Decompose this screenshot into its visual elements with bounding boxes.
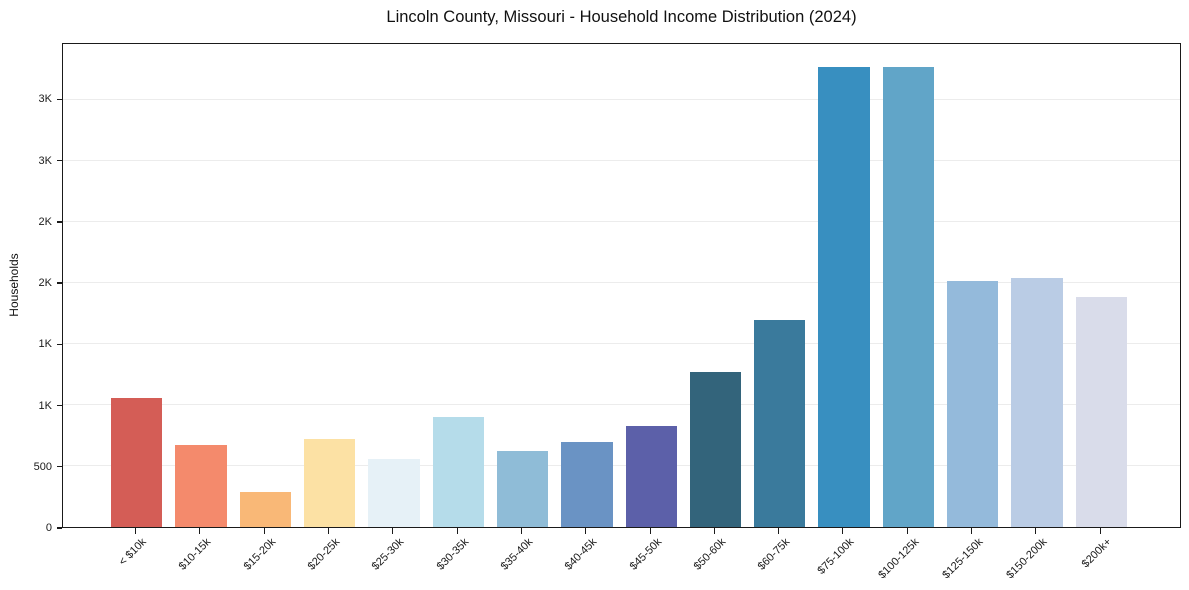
gridline [63, 465, 1180, 467]
x-tick-label: $10-15k [176, 536, 213, 573]
x-tick-label: $40-45k [562, 536, 599, 573]
x-tick-mark [327, 528, 330, 534]
x-tick-mark [520, 528, 523, 534]
x-tick-mark [584, 528, 587, 534]
bar-$45-50k [625, 425, 677, 527]
bar-$200k+ [1075, 297, 1127, 527]
x-tick-mark [134, 528, 137, 534]
y-tick-label: 500 [33, 460, 52, 473]
y-tick-label: 0 [45, 522, 52, 534]
bar-$125-150k [947, 281, 999, 527]
bar-$30-35k [432, 417, 484, 527]
bar-$20-25k [303, 438, 356, 527]
x-tick-label: $30-35k [434, 536, 471, 573]
gridline [63, 343, 1180, 345]
x-tick-label: $20-25k [305, 536, 342, 573]
x-tick-label: $100-125k [875, 536, 921, 582]
bar-$100-125k [882, 67, 935, 527]
y-tick-mark [57, 527, 62, 529]
x-tick-mark [649, 528, 652, 534]
x-tick-mark [1034, 528, 1037, 534]
x-tick-label: $150-200k [1003, 536, 1049, 582]
gridline [63, 404, 1180, 406]
plot-area [62, 43, 1181, 528]
x-tick-mark [713, 528, 716, 534]
x-tick-mark [1099, 528, 1102, 534]
gridline [63, 99, 1180, 101]
y-tick-label: 2K [38, 215, 52, 228]
y-tick-label: 3K [38, 93, 52, 106]
x-tick-mark [777, 528, 780, 534]
x-tick-label: < $10k [116, 536, 149, 569]
x-tick-mark [841, 528, 844, 534]
x-tick-mark [970, 528, 973, 534]
x-tick-mark [263, 528, 266, 534]
gridline [63, 221, 1180, 223]
y-tick-mark [57, 98, 62, 101]
gridline [63, 160, 1180, 162]
bar-$50-60k [689, 372, 742, 527]
y-tick-mark [57, 159, 62, 162]
bar-$25-30k [368, 459, 420, 527]
x-tick-label: $15-20k [241, 536, 278, 573]
bar-$75-100k [818, 67, 870, 527]
y-tick-mark [57, 466, 62, 468]
x-tick-mark [456, 528, 459, 534]
x-tick-label: $50-60k [691, 536, 728, 573]
y-tick-mark [57, 282, 62, 284]
x-tick-label: $45-50k [627, 536, 664, 573]
bar-$15-20k [239, 491, 291, 527]
y-tick-mark [57, 343, 62, 345]
y-tick-mark [57, 221, 62, 223]
x-tick-label: $200k+ [1079, 536, 1114, 571]
x-tick-label: $125-150k [939, 536, 985, 582]
bar-< $10k [111, 397, 163, 527]
y-tick-label: 1K [38, 399, 52, 412]
bar-$40-45k [561, 441, 613, 527]
bar-$60-75k [754, 319, 806, 527]
x-tick-mark [391, 528, 394, 534]
y-tick-label: 2K [38, 277, 52, 290]
x-tick-label: $60-75k [755, 536, 792, 573]
x-tick-label: $35-40k [498, 536, 535, 573]
x-tick-label: $75-100k [815, 536, 856, 577]
x-tick-mark [198, 528, 201, 534]
y-tick-label: 3K [38, 154, 52, 167]
bar-$35-40k [496, 450, 549, 527]
gridline [63, 282, 1180, 284]
bar-$150-200k [1011, 278, 1063, 527]
y-tick-label: 1K [38, 338, 52, 351]
bar-$10-15k [175, 445, 227, 527]
bars-layer [111, 44, 1127, 527]
chart-title: Lincoln County, Missouri - Household Inc… [386, 8, 857, 26]
x-tick-label: $25-30k [369, 536, 406, 573]
x-tick-mark [906, 528, 909, 534]
y-tick-mark [57, 404, 62, 407]
